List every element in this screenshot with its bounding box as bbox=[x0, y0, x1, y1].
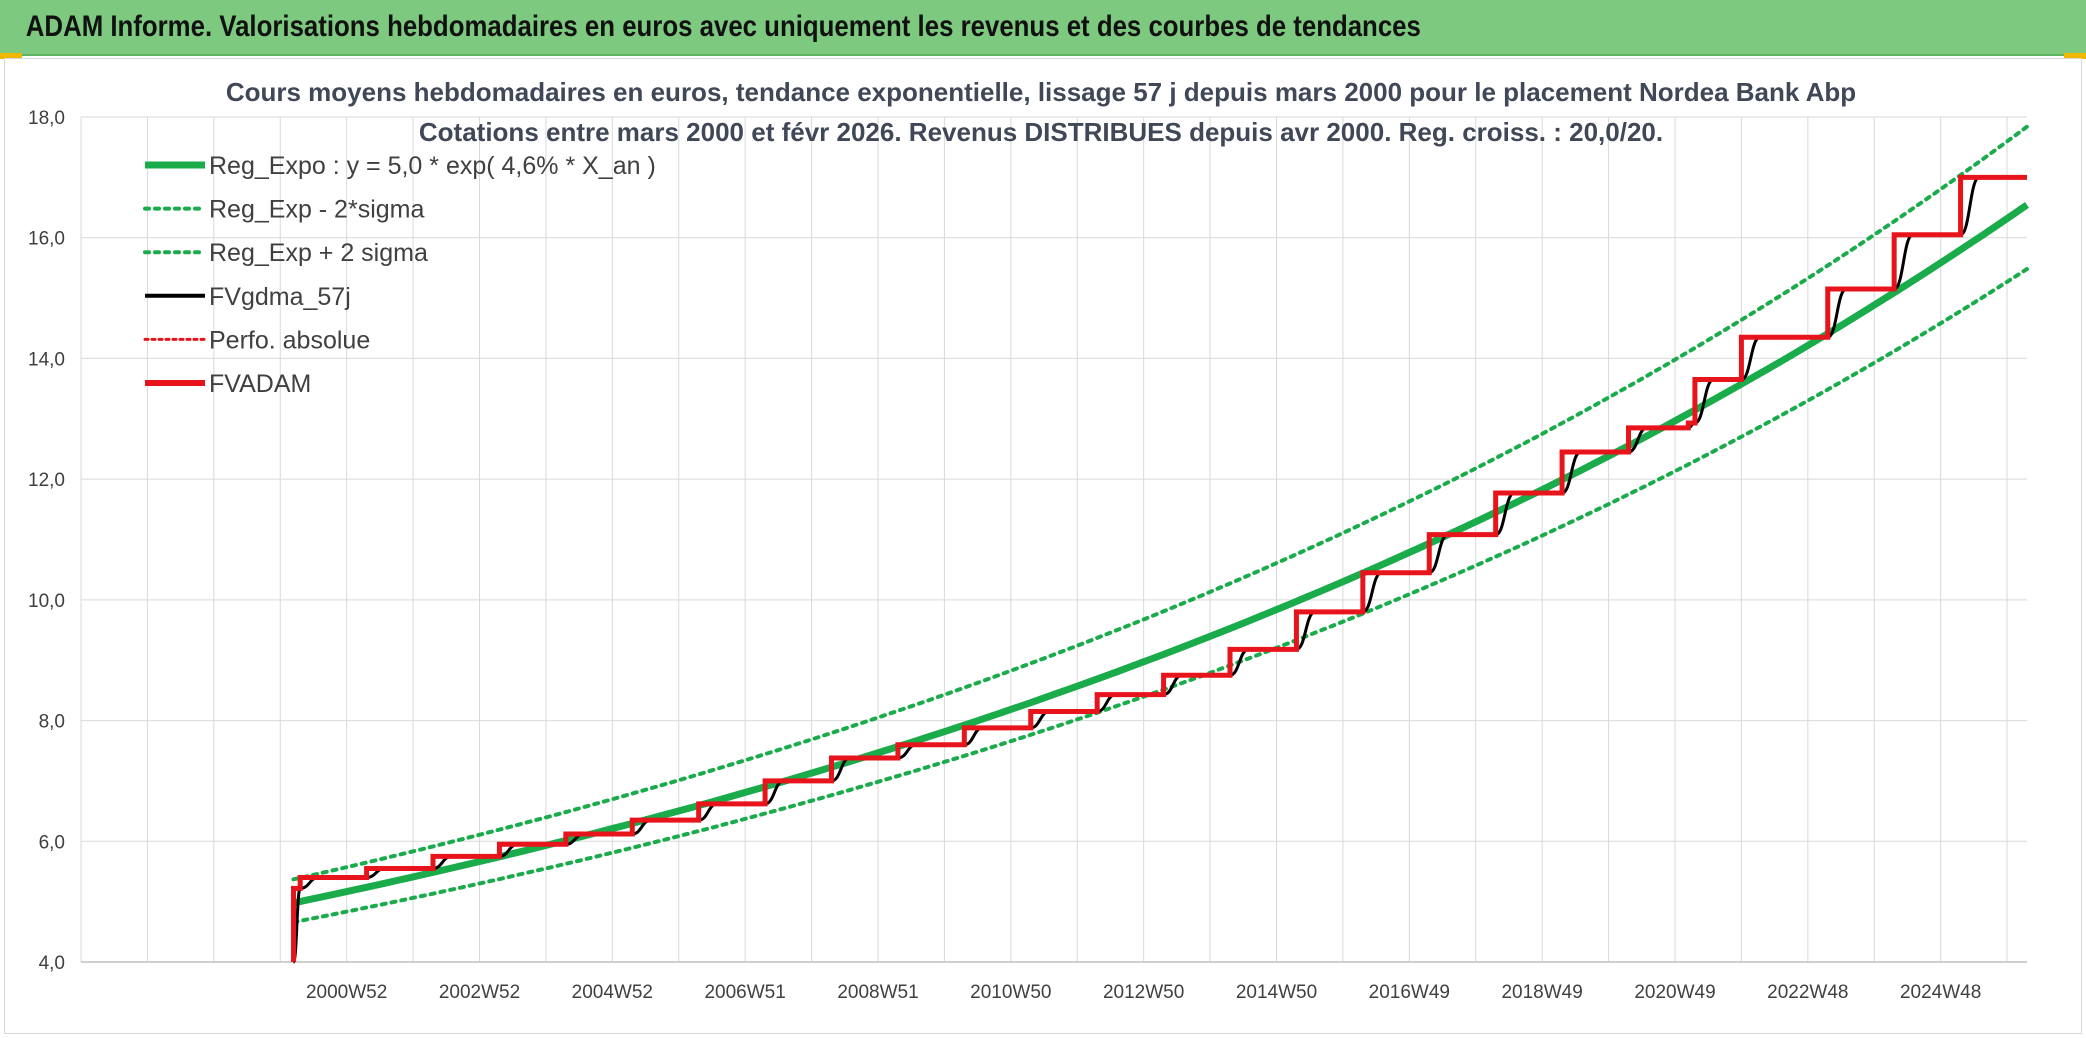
x-tick-label: 2006W51 bbox=[704, 982, 785, 1003]
legend-entry: Reg_Exp + 2 sigma bbox=[209, 239, 428, 267]
legend-entry: FVgdma_57j bbox=[209, 283, 351, 311]
x-axis-ticks: 2000W52 2002W52 2004W52 2006W51 2008W51 2010W… bbox=[306, 982, 1981, 1003]
y-tick-label: 10,0 bbox=[28, 591, 65, 612]
x-tick-label: 2020W49 bbox=[1634, 982, 1715, 1003]
y-tick-label: 4,0 bbox=[39, 953, 65, 974]
series-layer bbox=[291, 124, 2029, 964]
corner-mark-left bbox=[0, 53, 22, 59]
report-banner: ADAM Informe. Valorisations hebdomadaire… bbox=[0, 0, 2086, 56]
legend-entry: FVADAM bbox=[209, 370, 311, 398]
x-tick-label: 2008W51 bbox=[837, 982, 918, 1003]
corner-mark-right bbox=[2064, 53, 2086, 59]
x-tick-label: 2012W50 bbox=[1103, 982, 1184, 1003]
y-tick-label: 16,0 bbox=[28, 229, 65, 250]
y-tick-label: 6,0 bbox=[39, 832, 65, 853]
series-reg-exp-minus-2sigma bbox=[291, 267, 2029, 925]
y-tick-label: 18,0 bbox=[28, 108, 65, 129]
chart-area: 4,0 6,0 8,0 10,0 12,0 14,0 16,0 18,0 2000W52 200… bbox=[4, 58, 2082, 1034]
legend-entry: Reg_Expo : y = 5,0 * exp( 4,6% * X_an ) bbox=[209, 152, 656, 180]
y-axis-ticks: 4,0 6,0 8,0 10,0 12,0 14,0 16,0 18,0 bbox=[28, 108, 65, 974]
series-reg-exp-plus-2sigma bbox=[291, 124, 2029, 882]
legend-entry: Perfo. absolue bbox=[209, 326, 370, 354]
y-tick-label: 14,0 bbox=[28, 349, 65, 370]
x-tick-label: 2024W48 bbox=[1900, 982, 1981, 1003]
x-tick-label: 2004W52 bbox=[572, 982, 653, 1003]
x-tick-label: 2022W48 bbox=[1767, 982, 1848, 1003]
legend-entry: Reg_Exp - 2*sigma bbox=[209, 196, 424, 224]
chart-title: Cours moyens hebdomadaires en euros, ten… bbox=[226, 77, 1856, 107]
chart-legend: Reg_Expo : y = 5,0 * exp( 4,6% * X_an ) R… bbox=[143, 152, 656, 398]
chart-subtitle: Cotations entre mars 2000 et févr 2026. … bbox=[419, 117, 1663, 147]
y-tick-label: 12,0 bbox=[28, 470, 65, 491]
x-tick-label: 2002W52 bbox=[439, 982, 520, 1003]
x-tick-label: 2010W50 bbox=[970, 982, 1051, 1003]
y-tick-label: 8,0 bbox=[39, 712, 65, 733]
x-tick-label: 2000W52 bbox=[306, 982, 387, 1003]
series-reg-expo bbox=[292, 202, 2029, 907]
x-tick-label: 2018W49 bbox=[1501, 982, 1582, 1003]
horizontal-gridlines bbox=[81, 116, 2027, 963]
vertical-gridlines bbox=[80, 117, 2008, 962]
x-tick-label: 2016W49 bbox=[1369, 982, 1450, 1003]
valuation-chart: 4,06,08,010,012,014,016,018,0 2000W52 200… bbox=[28, 77, 2029, 1003]
banner-title: ADAM Informe. Valorisations hebdomadaire… bbox=[25, 10, 1421, 43]
x-tick-label: 2014W50 bbox=[1236, 982, 1317, 1003]
series-fvadam bbox=[291, 174, 2027, 962]
